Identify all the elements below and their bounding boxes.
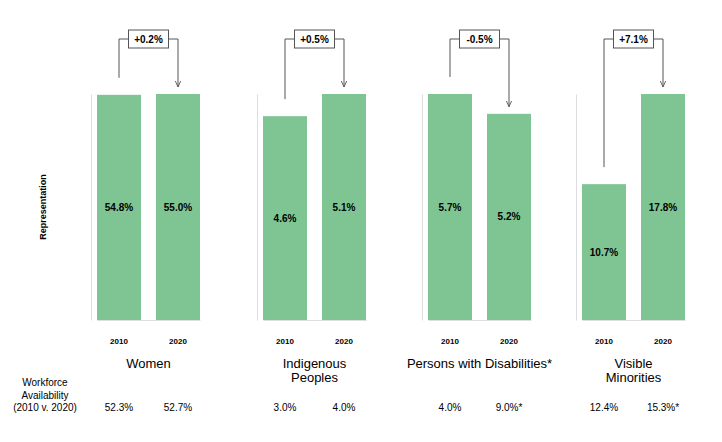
annotation-arrow (500, 39, 510, 107)
availability-value: 52.7% (164, 402, 192, 413)
panel-title: Persons with Disabilities* (407, 356, 552, 371)
tick-label: 2010 (110, 337, 128, 346)
panel-title: Peoples (291, 370, 338, 385)
availability-value: 52.3% (105, 402, 133, 413)
data-label: 5.2% (498, 211, 521, 222)
availability-value: 12.4% (590, 402, 618, 413)
bars (582, 94, 685, 320)
bars (428, 94, 531, 320)
y-axis-line (576, 95, 577, 321)
annotation-label: +7.1% (619, 34, 648, 45)
x-axis: 2010 2020 (429, 320, 532, 346)
chart: Representation Workforce Availability(2010… (0, 0, 722, 442)
tick-label: 2020 (500, 337, 518, 346)
x-axis: 2010 2020 (264, 320, 367, 346)
tick-label: 2020 (654, 337, 672, 346)
tick-label: 2010 (276, 337, 294, 346)
y-axis (91, 95, 92, 321)
annotation-label: +0.5% (300, 34, 329, 45)
tick: 2020 (654, 320, 672, 346)
bars (97, 94, 200, 320)
panel: 5.7% 5.2% 2010 2020 Persons with Disabilitie… (407, 30, 552, 413)
tick: 2010 (110, 320, 128, 346)
annotation-bracket (119, 39, 129, 78)
data-label: 55.0% (164, 202, 192, 213)
tick: 2010 (441, 320, 459, 346)
bar (97, 95, 141, 320)
panel-title: Visible (614, 356, 652, 371)
x-axis-line (429, 320, 532, 321)
panel: 4.6% 5.1% 2010 2020 IndigenousPeoples 3.0% 4.0… (258, 30, 367, 413)
data-label: 54.8% (105, 202, 133, 213)
tick: 2020 (500, 320, 518, 346)
x-axis: 2010 2020 (98, 320, 201, 346)
annotation-bracket (604, 39, 614, 167)
bar (322, 94, 366, 320)
tick-label: 2010 (595, 337, 613, 346)
data-label: 5.1% (333, 202, 356, 213)
y-axis (422, 95, 423, 321)
x-axis-line (98, 320, 201, 321)
availability-label: (2010 v. 2020) (13, 402, 77, 413)
bar (428, 94, 472, 320)
y-axis (257, 95, 258, 321)
annotation-bracket (285, 39, 295, 99)
y-axis (576, 95, 577, 321)
panel-title: Women (126, 356, 171, 371)
data-label: 17.8% (649, 202, 677, 213)
bar (263, 116, 307, 320)
y-axis-line (422, 95, 423, 321)
availability-value: 4.0% (439, 402, 462, 413)
annotation-box (295, 30, 335, 48)
annotation-label: -0.5% (466, 34, 492, 45)
tick: 2010 (595, 320, 613, 346)
panel-title: Minorities (606, 370, 662, 385)
bar (156, 94, 200, 320)
availability-label: Workforce (22, 377, 68, 388)
tick-label: 2020 (335, 337, 353, 346)
bars (263, 94, 366, 320)
annotation-arrow (335, 39, 345, 87)
panel: 54.8% 55.0% 2010 2020 Women 52.3% 52.7% +0.2% (92, 30, 201, 413)
tick: 2010 (276, 320, 294, 346)
panel: 10.7% 17.8% 2010 2020 VisibleMinorities 12.4%… (577, 30, 686, 413)
tick-label: 2010 (441, 337, 459, 346)
x-axis-line (583, 320, 686, 321)
data-label: 10.7% (590, 247, 618, 258)
x-axis-line (264, 320, 367, 321)
annotation-label: +0.2% (134, 34, 163, 45)
y-axis-line (91, 95, 92, 321)
annotation-box (614, 30, 654, 48)
availability-value: 9.0%* (496, 402, 523, 413)
axis-title: Representation (38, 174, 48, 240)
availability-label: Availability (21, 390, 68, 401)
panel-title: Indigenous (283, 356, 347, 371)
y-axis-line (257, 95, 258, 321)
annotation-arrow (169, 39, 179, 87)
tick-label: 2020 (169, 337, 187, 346)
bar (582, 184, 626, 320)
availability-value: 15.3%* (647, 402, 679, 413)
bar (487, 114, 531, 320)
bar (641, 94, 685, 320)
annotation-bracket (450, 39, 460, 77)
annotation-arrow (654, 39, 664, 87)
availability-value: 4.0% (333, 402, 356, 413)
availability-value: 3.0% (274, 402, 297, 413)
data-label: 5.7% (439, 202, 462, 213)
data-label: 4.6% (274, 213, 297, 224)
tick: 2020 (335, 320, 353, 346)
annotation-box (460, 30, 500, 48)
tick: 2020 (169, 320, 187, 346)
x-axis: 2010 2020 (583, 320, 686, 346)
annotation-box (129, 30, 169, 48)
